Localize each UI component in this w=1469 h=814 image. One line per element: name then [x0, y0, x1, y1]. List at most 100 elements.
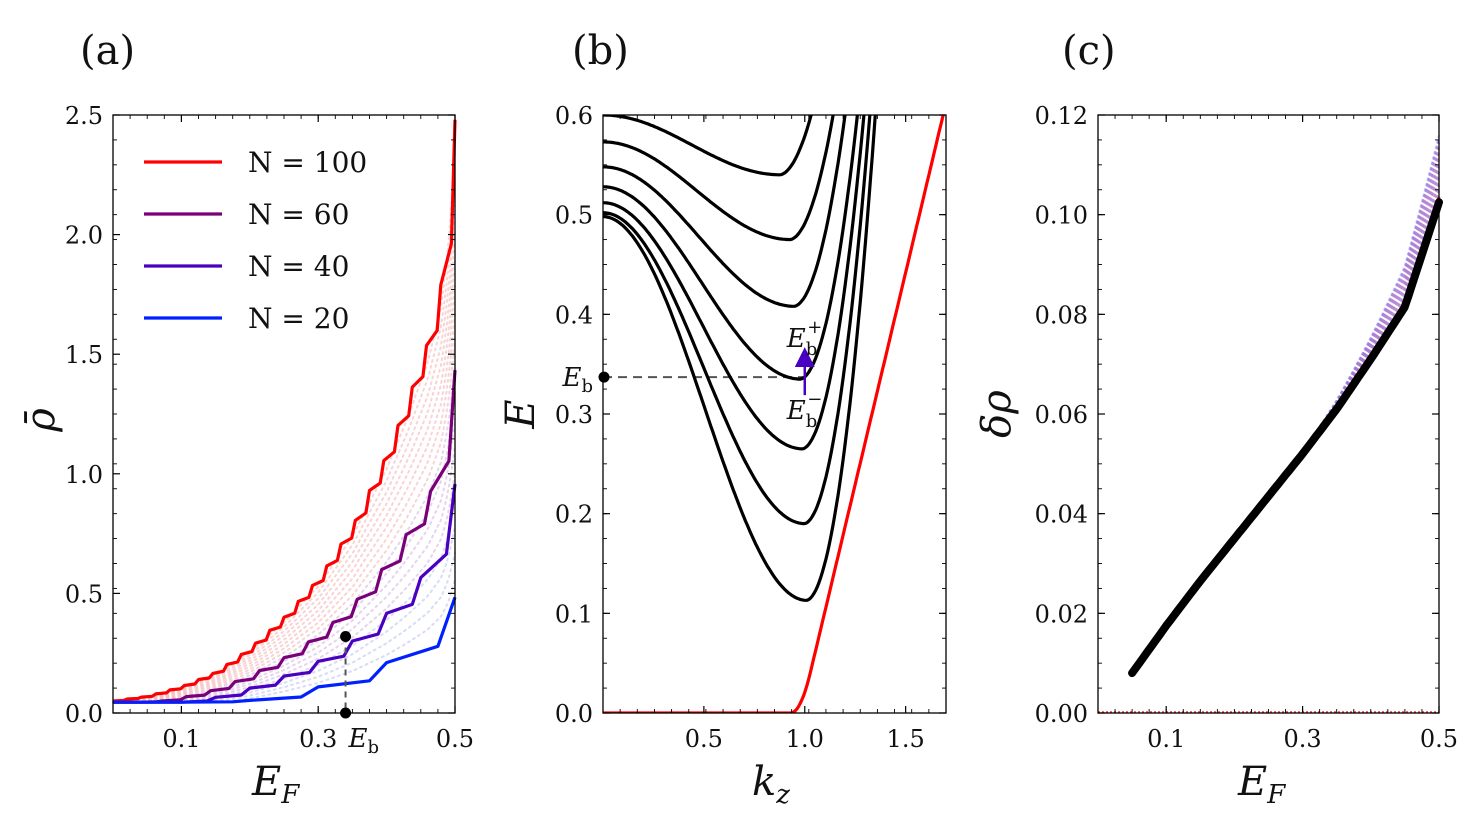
panel-a-ytick-label: 1.5: [65, 341, 103, 369]
panel-b: (b) Eb+ Eb− Eb 0.5 1.0 1.5 0.0 0.1 0.2 0.3 0.4 0.5 0…: [498, 28, 947, 810]
panel-c-ylabel: δρ: [974, 390, 1020, 438]
panel-b-xlabel: kz: [752, 759, 790, 810]
panel-a-ytick-label: 0.5: [65, 580, 103, 608]
panel-c-ytick-label: 0.02: [1035, 600, 1088, 628]
intermediate-curve: [112, 258, 456, 704]
panel-c-xtick-label: 0.3: [1284, 725, 1322, 753]
band-line: [603, 115, 847, 308]
panel-c-ytick-label: 0.12: [1035, 102, 1088, 130]
panel-c-label: (c): [1062, 28, 1116, 74]
panel-a-xtick-label: 0.3: [299, 725, 337, 753]
series-line-N20: [113, 596, 457, 704]
spread-curve: [1267, 136, 1440, 498]
panel-a-frame: [112, 114, 456, 714]
panel-b-ytick-label: 0.4: [555, 301, 593, 329]
panel-b-frame: [602, 114, 947, 714]
spread-curve: [1267, 174, 1440, 498]
panel-b-plot: Eb+ Eb− Eb 0.5 1.0 1.5 0.0 0.1 0.2 0.3 0.4 0.5 0.6: [555, 102, 947, 753]
intermediate-curve: [112, 311, 456, 704]
intermediate-curve: [112, 551, 456, 704]
spread-curve: [1267, 179, 1440, 498]
intermediate-curve: [112, 204, 456, 704]
red-curve-c: [1130, 196, 1441, 674]
intermediate-curve: [112, 498, 456, 704]
panel-b-ytick-label: 0.0: [555, 700, 593, 728]
panel-a: (a) Eb 0.1 0.3 0.5 0.0 0.5 1.0 1.5 2.0 2.5 N = 10…: [18, 28, 474, 810]
legend-label-N100: N = 100: [248, 146, 367, 179]
panel-c-xlabel: EF: [1237, 759, 1286, 810]
panel-c-ytick-label: 0.08: [1035, 301, 1088, 329]
intermediate-curve: [112, 151, 456, 703]
panel-a-xtick-label: 0.1: [162, 725, 200, 753]
eb-point-b: [598, 371, 610, 383]
spread-curve: [1267, 144, 1440, 498]
panel-b-xtick-label: 1.5: [887, 725, 925, 753]
spread-curve: [1267, 171, 1440, 498]
panel-a-ytick-label: 2.0: [65, 222, 103, 250]
spread-curve: [1267, 187, 1440, 498]
spread-curve: [1267, 195, 1440, 498]
red-band-line: [603, 115, 945, 713]
panel-c-ytick-label: 0.10: [1035, 202, 1088, 230]
spread-curve: [1267, 182, 1440, 498]
panel-c-ytick-label: 0.06: [1035, 401, 1088, 429]
panel-c-ytick-label: 0.00: [1035, 700, 1088, 728]
intermediate-curve: [112, 578, 456, 704]
spread-curve: [1267, 142, 1440, 498]
legend-label-N40: N = 40: [248, 250, 349, 283]
panel-b-ytick-label: 0.6: [555, 102, 593, 130]
eb-point-upper: [340, 630, 352, 642]
panel-b-xtick-label: 1.0: [786, 725, 824, 753]
spread-curve: [1267, 150, 1440, 498]
panel-a-ytick-label: 2.5: [65, 102, 103, 130]
panel-c: (c) 0.1 0.3 0.50.000.020.040.060.080.100.1…: [974, 28, 1458, 810]
eb-minus-label: Eb−: [786, 389, 823, 432]
spread-curve: [1267, 158, 1440, 498]
panel-c-ytick-label: 0.04: [1035, 501, 1088, 529]
spread-curve: [1267, 155, 1440, 498]
panel-c-xtick-label: 0.1: [1147, 725, 1185, 753]
spread-curve: [1267, 166, 1440, 498]
panel-b-ytick-label: 0.2: [555, 501, 593, 529]
band-line: [603, 115, 866, 451]
panel-a-label: (a): [80, 28, 135, 74]
spread-curve: [1267, 152, 1440, 498]
panel-a-xlabel: EF: [251, 759, 300, 810]
spread-curve: [1267, 147, 1440, 498]
panel-b-ylabel: E: [498, 399, 544, 429]
legend-label-N60: N = 60: [248, 198, 349, 231]
spread-curve: [1267, 139, 1440, 498]
band-line: [603, 115, 813, 177]
panel-b-xtick-label: 0.5: [685, 725, 723, 753]
panel-b-ytick-label: 0.1: [555, 600, 593, 628]
legend-label-N20: N = 20: [248, 302, 349, 335]
panel-a-legend: N = 100 N = 60 N = 40 N = 20: [144, 146, 367, 335]
spread-curve: [1267, 160, 1440, 498]
band-line: [603, 115, 872, 526]
eb-tick-label: Eb: [348, 724, 380, 758]
black-curve: [1128, 198, 1443, 678]
panel-a-xtick-label: 0.5: [436, 725, 474, 753]
intermediate-curve: [112, 418, 456, 704]
series-line-N60: [113, 369, 457, 704]
panel-a-ytick-label: 1.0: [65, 461, 103, 489]
series-line-N100: [112, 119, 457, 703]
spread-curve: [1267, 163, 1440, 498]
panel-c-plot: 0.1 0.3 0.5 0.00 0.02 0.04 0.06 0.08 0.10 0.12: [1035, 102, 1459, 753]
panel-a-plot: Eb 0.1 0.3 0.5 0.0 0.5 1.0 1.5 2.0 2.5: [65, 102, 474, 758]
intermediate-curve: [112, 445, 456, 704]
intermediate-curve: [112, 231, 456, 704]
panel-a-ylabel: ρ̄: [18, 408, 64, 433]
panel-b-label: (b): [572, 28, 629, 74]
spread-curve: [1267, 133, 1440, 498]
band-line: [603, 115, 859, 381]
spread-curve: [1267, 177, 1440, 498]
intermediate-curve: [112, 338, 456, 704]
panel-b-curves: [603, 115, 945, 713]
panel-b-ytick-label: 0.5: [555, 202, 593, 230]
panel-c-xtick-label: 0.5: [1420, 725, 1458, 753]
intermediate-curve: [112, 471, 456, 704]
eb-axis-label: Eb: [561, 363, 593, 397]
panel-b-ytick-label: 0.3: [555, 401, 593, 429]
